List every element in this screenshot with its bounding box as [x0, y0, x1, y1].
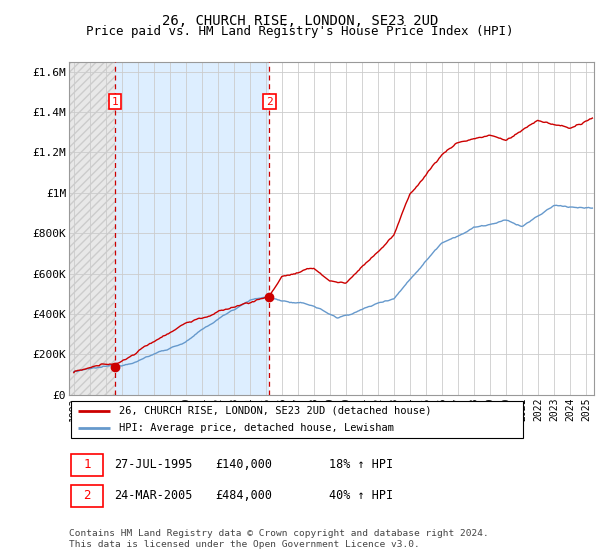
- Text: £484,000: £484,000: [215, 489, 272, 502]
- Text: 26, CHURCH RISE, LONDON, SE23 2UD: 26, CHURCH RISE, LONDON, SE23 2UD: [162, 14, 438, 28]
- Text: Contains HM Land Registry data © Crown copyright and database right 2024.
This d: Contains HM Land Registry data © Crown c…: [69, 529, 489, 549]
- FancyBboxPatch shape: [71, 454, 103, 476]
- Bar: [115, 62, 269, 395]
- Bar: [269, 62, 594, 395]
- FancyBboxPatch shape: [71, 402, 523, 437]
- Bar: [69, 62, 115, 395]
- Text: 1: 1: [83, 458, 91, 472]
- Text: HPI: Average price, detached house, Lewisham: HPI: Average price, detached house, Lewi…: [119, 423, 394, 433]
- Text: 40% ↑ HPI: 40% ↑ HPI: [329, 489, 393, 502]
- Text: 1: 1: [112, 96, 118, 106]
- Text: 27-JUL-1995: 27-JUL-1995: [115, 458, 193, 472]
- Text: 24-MAR-2005: 24-MAR-2005: [115, 489, 193, 502]
- Text: Price paid vs. HM Land Registry's House Price Index (HPI): Price paid vs. HM Land Registry's House …: [86, 25, 514, 38]
- Text: £140,000: £140,000: [215, 458, 272, 472]
- Text: 2: 2: [266, 96, 273, 106]
- Text: 18% ↑ HPI: 18% ↑ HPI: [329, 458, 393, 472]
- Text: 2: 2: [83, 489, 91, 502]
- FancyBboxPatch shape: [71, 484, 103, 507]
- Text: 26, CHURCH RISE, LONDON, SE23 2UD (detached house): 26, CHURCH RISE, LONDON, SE23 2UD (detac…: [119, 405, 431, 416]
